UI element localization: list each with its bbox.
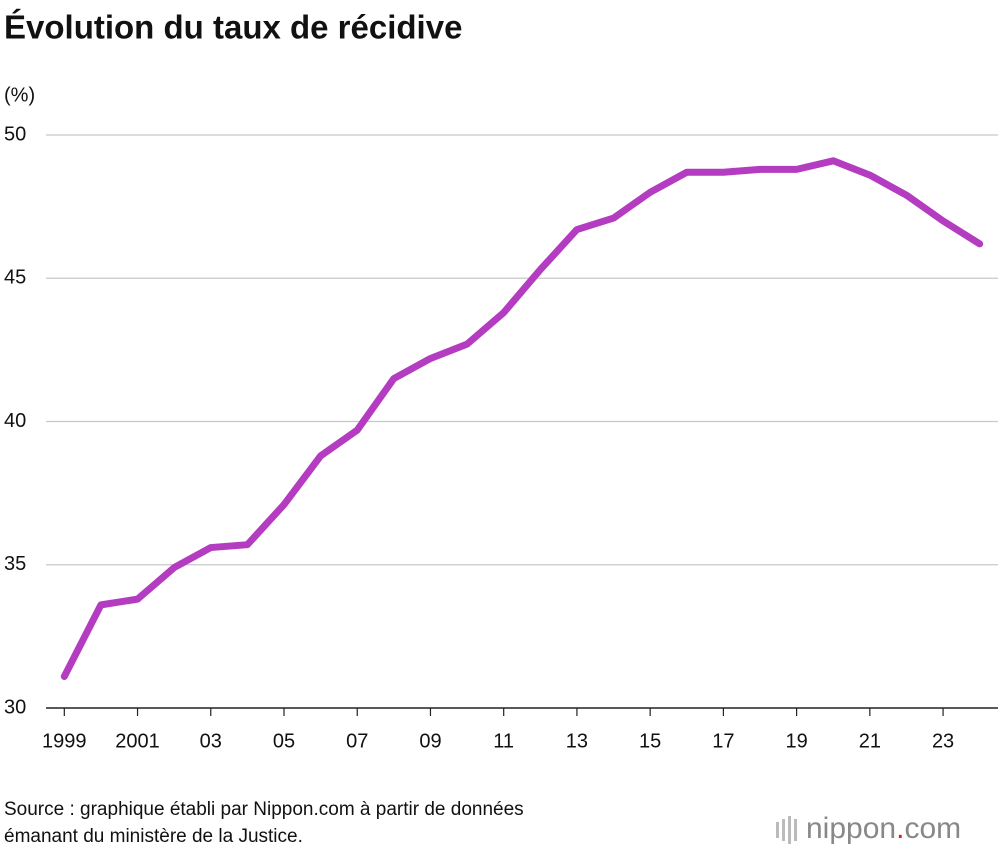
x-tick-label: 19 (785, 730, 807, 752)
logo-name: nippon (806, 812, 896, 845)
x-tick-label: 21 (859, 730, 881, 752)
x-tick-label: 15 (639, 730, 661, 752)
x-tick-label: 03 (200, 730, 222, 752)
logo-icon (776, 816, 797, 844)
y-tick-label: 35 (4, 553, 26, 575)
x-tick-label: 17 (712, 730, 734, 752)
logo-dot: . (896, 812, 904, 845)
y-tick-label: 40 (4, 410, 26, 432)
source: émanant du ministère de la Justice. (4, 826, 303, 847)
x-tick-label: 07 (346, 730, 368, 752)
source: Source : graphique établi par Nippon.com… (4, 799, 524, 820)
line-series (60, 157, 984, 680)
logo: nippon.com (806, 812, 961, 845)
x-tick-label: 09 (419, 730, 441, 752)
y-tick-label: 30 (4, 696, 26, 718)
y-tick-label: 50 (4, 123, 26, 145)
chart-title: Évolution du taux de récidive (4, 9, 462, 46)
x-tick-label: 11 (493, 730, 514, 752)
x-tick-label: 05 (273, 730, 295, 752)
x-tick-label: 1999 (42, 730, 87, 752)
y-tick-label: 45 (4, 267, 26, 289)
y-axis-label: (%) (4, 84, 35, 106)
x-tick-label: 23 (932, 730, 954, 752)
x-tick-label: 13 (566, 730, 588, 752)
logo-tld: com (904, 812, 961, 845)
x-tick-label: 2001 (115, 730, 160, 752)
